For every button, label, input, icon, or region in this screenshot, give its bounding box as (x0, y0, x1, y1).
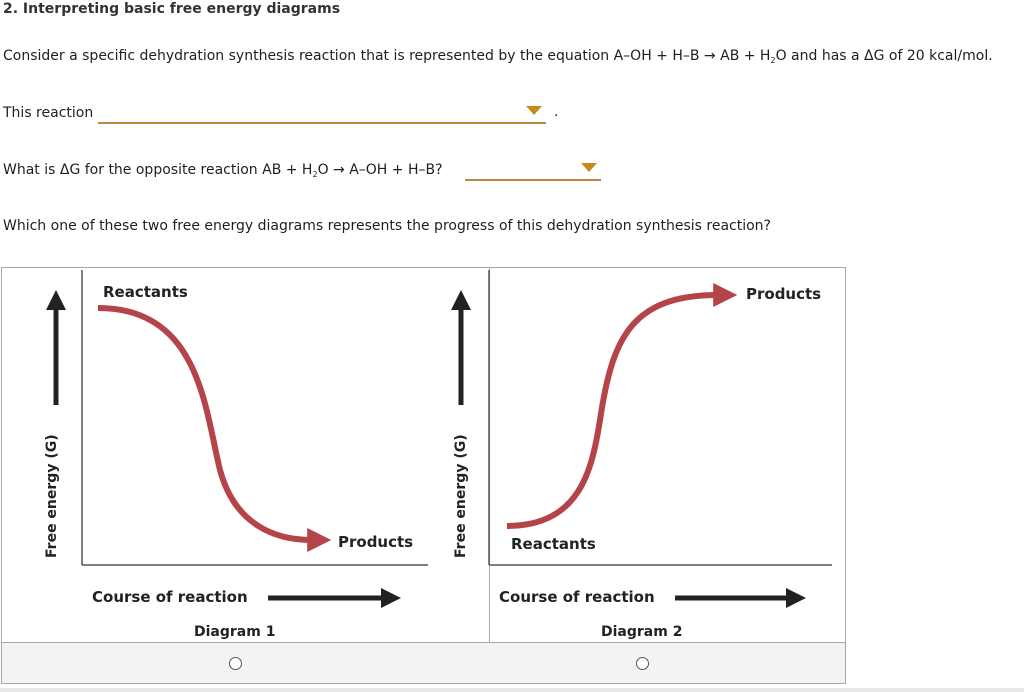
diagram-1-end-label: Products (338, 533, 413, 551)
chevron-down-icon (526, 106, 542, 115)
diagram-1-curve (97, 305, 332, 552)
diagram-1-y-label: Free energy (G) (44, 434, 60, 558)
opposite-text-start: What is ΔG for the opposite reaction AB … (3, 162, 313, 178)
question-title: 2. Interpreting basic free energy diagra… (3, 1, 341, 17)
diagram-choice-table (1, 267, 846, 684)
radio-row (2, 643, 845, 683)
sentence-period: . (554, 104, 559, 120)
this-reaction-label: This reaction (3, 105, 94, 121)
horizontal-scrollbar[interactable] (0, 688, 1024, 692)
diagram-2-curve (506, 283, 738, 529)
diagram-1-caption: Diagram 1 (194, 624, 275, 640)
opposite-subscript: 2 (312, 170, 318, 179)
row-divider (2, 642, 845, 643)
diagram-2-start-label: Reactants (511, 535, 596, 553)
opposite-question: What is ΔG for the opposite reaction AB … (3, 162, 443, 179)
opposite-text-end: O → A–OH + H–B? (317, 162, 443, 178)
diagram-2: Free energy (G) Reactants Products Cours… (451, 270, 832, 640)
diagram-2-x-label: Course of reaction (499, 588, 655, 606)
diagram-2-caption: Diagram 2 (601, 624, 682, 640)
diagram-1-start-label: Reactants (103, 283, 188, 301)
diagram-2-y-label: Free energy (G) (453, 434, 469, 558)
which-diagram-question: Which one of these two free energy diagr… (3, 218, 771, 234)
intro-subscript: 2 (770, 56, 776, 65)
diagram-2-radio[interactable] (636, 657, 649, 670)
chevron-down-icon (581, 163, 597, 172)
this-reaction-dropdown[interactable] (98, 100, 546, 124)
question-intro: Consider a specific dehydration synthesi… (3, 48, 993, 65)
opposite-deltag-dropdown[interactable] (465, 157, 601, 181)
diagram-1-radio[interactable] (229, 657, 242, 670)
intro-text-end: O and has a ΔG of 20 kcal/mol. (775, 48, 993, 64)
diagram-2-end-label: Products (746, 285, 821, 303)
intro-text-start: Consider a specific dehydration synthesi… (3, 48, 771, 64)
diagram-1: Free energy (G) Reactants Products Cours… (44, 270, 428, 640)
diagram-1-x-label: Course of reaction (92, 588, 248, 606)
